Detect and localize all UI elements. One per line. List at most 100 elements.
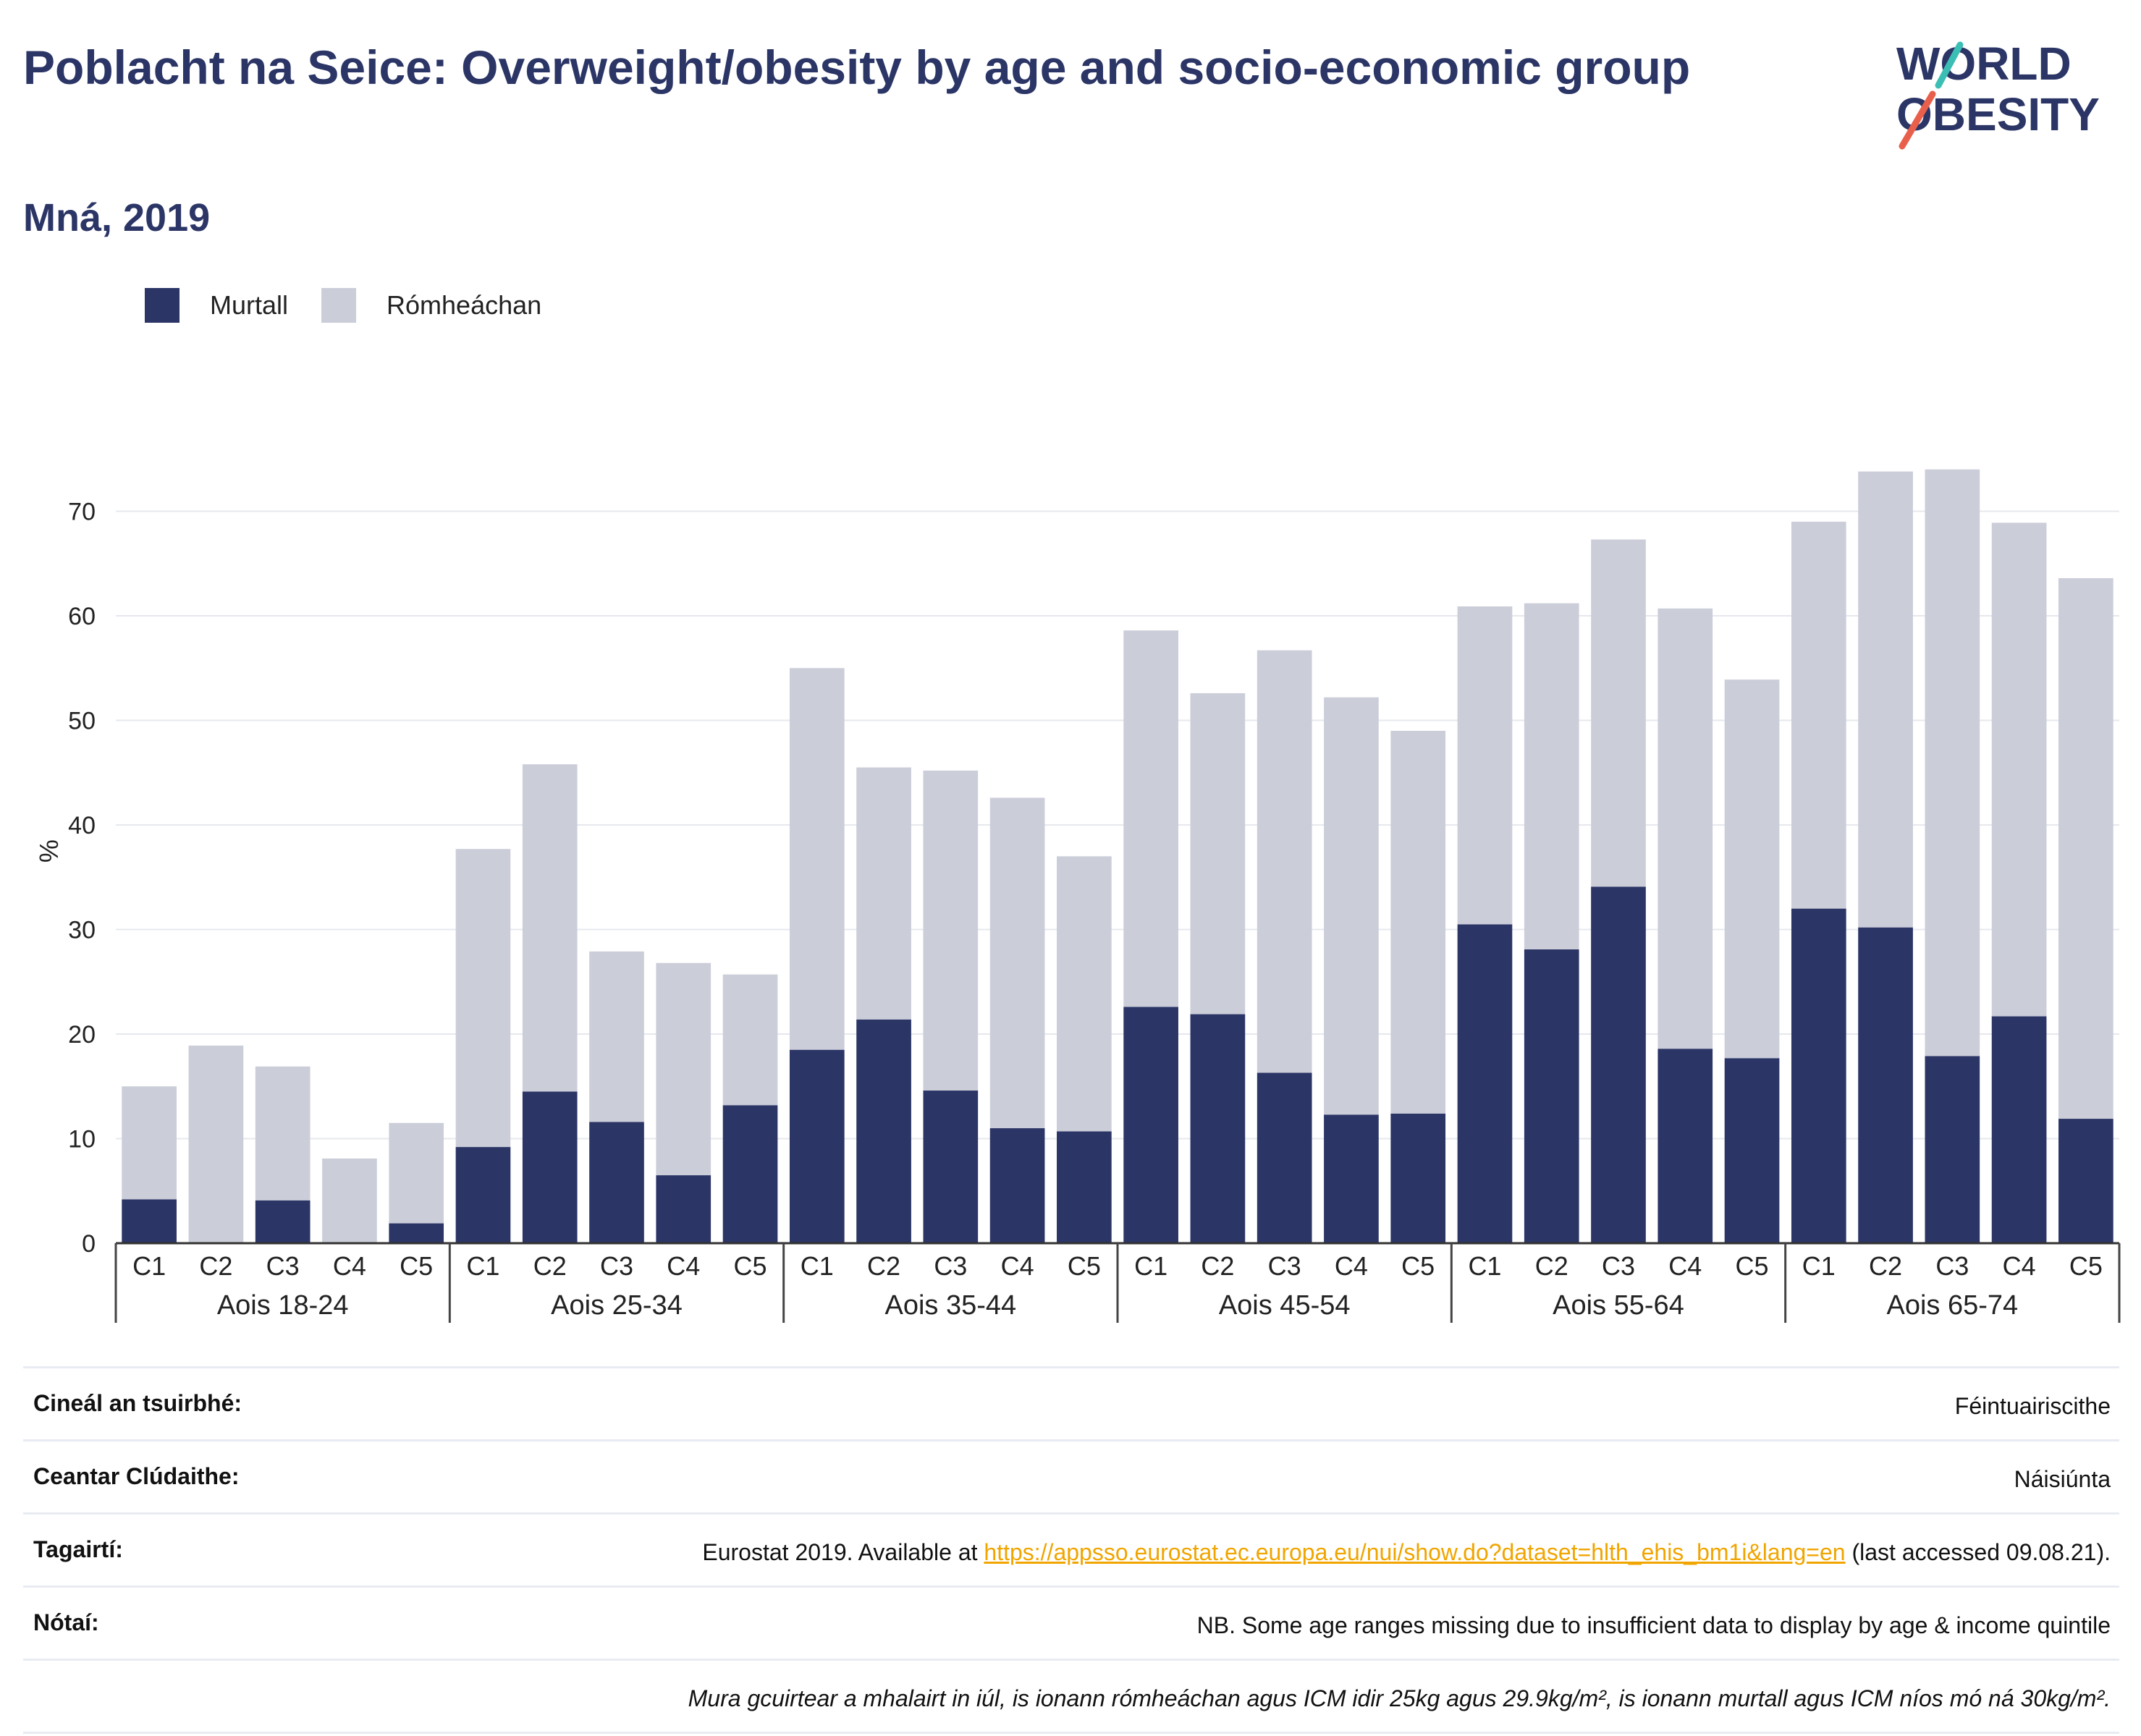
bar-obese: [1991, 1016, 2047, 1243]
x-tick-label: C4: [333, 1251, 366, 1281]
bar-obese: [1190, 1014, 1246, 1243]
bar-overweight: [1591, 539, 1646, 887]
y-tick-label: 0: [82, 1230, 96, 1258]
info-row-survey-type: Cineál an tsuirbhé: Féintuairiscithe: [23, 1366, 2119, 1439]
legend-item-overweight[interactable]: Rómheáchan: [321, 288, 541, 323]
bar-overweight: [1057, 856, 1112, 1132]
bar-obese: [1591, 886, 1646, 1243]
bar-obese: [589, 1122, 644, 1243]
y-tick-label: 60: [68, 603, 96, 630]
y-tick-label: 40: [68, 812, 96, 839]
info-value: Mura gcuirtear a mhalairt in iúl, is ion…: [688, 1685, 2111, 1711]
x-tick-label: C1: [801, 1251, 834, 1281]
info-row-definition: Mura gcuirtear a mhalairt in iúl, is ion…: [23, 1659, 2119, 1734]
group-label: Aois 18-24: [217, 1290, 349, 1321]
bar-overweight: [1724, 679, 1780, 1059]
bar-obese: [1658, 1049, 1713, 1243]
bar-overweight: [923, 770, 979, 1091]
reference-suffix: (last accessed 09.08.21).: [1845, 1539, 2111, 1565]
chart-legend: Murtall Rómheáchan: [145, 288, 575, 323]
legend-item-obese[interactable]: Murtall: [145, 288, 288, 323]
svg-text:OBESITY: OBESITY: [1896, 88, 2100, 140]
legend-label-obese: Murtall: [210, 290, 289, 320]
bar-obese: [122, 1199, 177, 1243]
bar-obese: [1390, 1113, 1446, 1243]
info-row-references: Tagairtí: Eurostat 2019. Available at ht…: [23, 1512, 2119, 1585]
info-label: Ceantar Clúdaithe:: [33, 1463, 240, 1489]
bar-obese: [1257, 1072, 1312, 1243]
bar-overweight: [1858, 471, 1913, 928]
bar-obese: [789, 1049, 845, 1243]
reference-link[interactable]: https://appsso.eurostat.ec.europa.eu/nui…: [984, 1539, 1846, 1565]
bar-obese: [455, 1147, 511, 1243]
bar-overweight: [1925, 469, 1980, 1057]
legend-swatch-obese: [145, 288, 180, 323]
bar-overweight: [1791, 521, 1846, 909]
group-label: Aois 25-34: [551, 1290, 683, 1321]
x-tick-label: C5: [2069, 1251, 2103, 1281]
x-tick-label: C2: [867, 1251, 900, 1281]
bar-obese: [1925, 1056, 1980, 1243]
bar-overweight: [656, 962, 711, 1176]
bar-overweight: [322, 1158, 377, 1243]
bar-overweight: [989, 797, 1045, 1129]
bar-chart: 0 10 20 30 40 50 60 70% C1 C2 C3 C4 C5 C1 C2 C3 C4 C5 C1 C2…: [34, 469, 2121, 1323]
reference-prefix: Eurostat 2019. Available at: [702, 1539, 984, 1565]
bar-overweight: [722, 974, 778, 1106]
y-tick-label: 70: [68, 499, 96, 526]
x-tick-label: C3: [600, 1251, 633, 1281]
bar-obese: [722, 1105, 778, 1243]
y-tick-label: 30: [68, 917, 96, 944]
x-tick-label: C3: [266, 1251, 300, 1281]
bar-obese: [1324, 1114, 1379, 1243]
bar-overweight: [255, 1066, 311, 1201]
bar-overweight: [455, 849, 511, 1148]
group-label: Aois 65-74: [1886, 1290, 2018, 1321]
bar-overweight: [1524, 603, 1579, 949]
bar-obese: [656, 1175, 711, 1243]
x-tick-label: C4: [1001, 1251, 1034, 1281]
chart-subtitle: Mná, 2019: [23, 196, 211, 240]
bar-overweight: [122, 1086, 177, 1200]
y-tick-label: 20: [68, 1021, 96, 1049]
info-row-area-covered: Ceantar Clúdaithe: Náisiúnta: [23, 1439, 2119, 1512]
info-value: NB. Some age ranges missing due to insuf…: [1196, 1612, 2111, 1638]
bar-overweight: [1123, 630, 1178, 1007]
bar-overweight: [389, 1122, 444, 1224]
x-tick-label: C4: [1335, 1251, 1368, 1281]
bar-overweight: [1257, 650, 1312, 1073]
x-tick-label: C2: [1201, 1251, 1234, 1281]
bar-overweight: [789, 668, 845, 1050]
bar-overweight: [1390, 730, 1446, 1114]
info-row-notes: Nótaí: NB. Some age ranges missing due t…: [23, 1585, 2119, 1659]
chart-title: Poblacht na Seice: Overweight/obesity by…: [23, 41, 1691, 94]
group-label: Aois 55-64: [1553, 1290, 1684, 1321]
x-tick-label: C2: [1535, 1251, 1568, 1281]
x-tick-label: C5: [734, 1251, 767, 1281]
info-label: Cineál an tsuirbhé:: [33, 1390, 242, 1416]
bar-overweight: [856, 767, 911, 1020]
bar-obese: [1123, 1007, 1178, 1243]
x-tick-label: C5: [1401, 1251, 1435, 1281]
x-tick-label: C5: [1068, 1251, 1101, 1281]
x-tick-label: C3: [934, 1251, 967, 1281]
bar-obese: [1791, 908, 1846, 1243]
y-axis-label: %: [34, 839, 64, 863]
x-tick-label: C2: [199, 1251, 232, 1281]
bar-overweight: [1190, 693, 1246, 1015]
bar-obese: [1457, 924, 1513, 1243]
bar-obese: [389, 1223, 444, 1243]
x-tick-label: C1: [1802, 1251, 1836, 1281]
svg-text:WORLD: WORLD: [1896, 38, 2072, 90]
x-tick-label: C1: [1134, 1251, 1167, 1281]
x-tick-label: C4: [667, 1251, 700, 1281]
group-label: Aois 45-54: [1219, 1290, 1351, 1321]
info-label: Nótaí:: [33, 1609, 99, 1635]
bar-overweight: [1457, 606, 1513, 925]
bar-overweight: [2058, 577, 2113, 1119]
group-label: Aois 35-44: [884, 1290, 1016, 1321]
world-obesity-logo: WORLD OBESITY: [1896, 38, 2100, 150]
x-tick-label: C5: [1736, 1251, 1769, 1281]
x-tick-label: C2: [533, 1251, 567, 1281]
bar-overweight: [1324, 697, 1379, 1115]
